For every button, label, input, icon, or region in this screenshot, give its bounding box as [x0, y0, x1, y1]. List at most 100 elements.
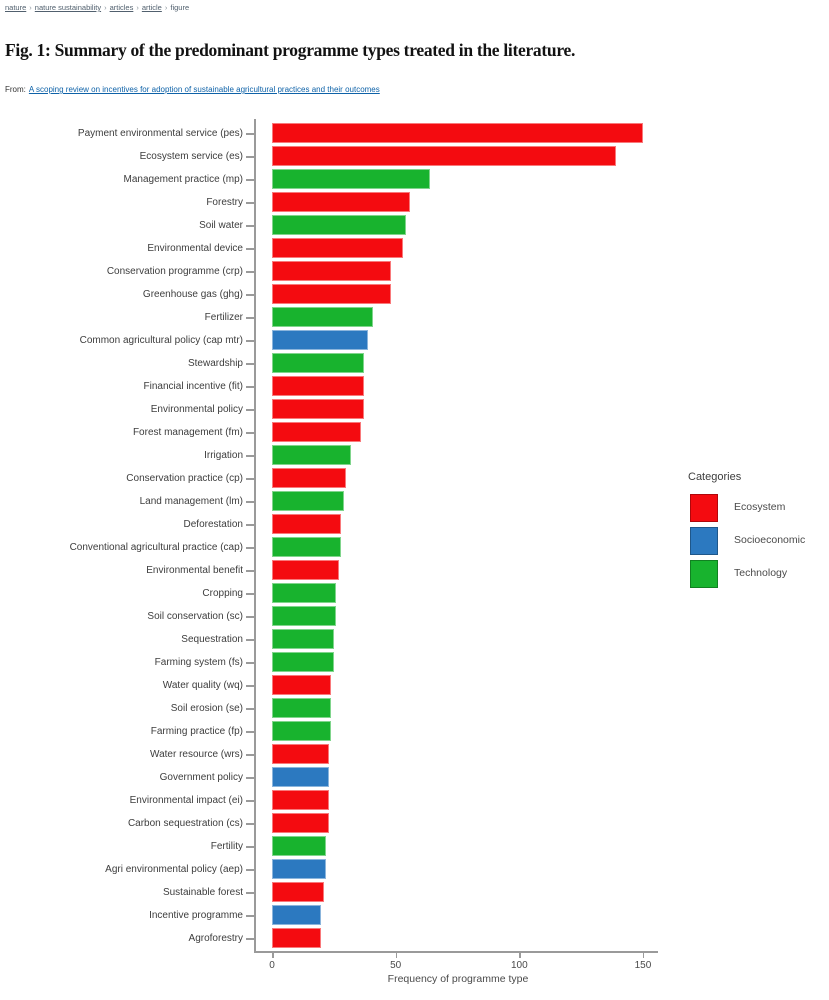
y-axis-label: Water quality (wq)	[162, 679, 243, 691]
bar-ecosystem	[272, 790, 329, 810]
breadcrumb-item-figure: figure	[170, 3, 190, 12]
bar-technology	[272, 537, 342, 557]
y-axis-tick	[246, 501, 254, 503]
bar-ecosystem	[272, 123, 643, 143]
legend-swatch-socioeconomic	[690, 527, 718, 555]
y-axis-label: Water resource (wrs)	[150, 748, 243, 760]
y-axis-tick	[246, 156, 254, 158]
y-axis-tick	[246, 455, 254, 457]
bar-ecosystem	[272, 399, 364, 419]
legend: Categories Ecosystem Socioeconomic Technol…	[688, 471, 823, 591]
y-axis-tick	[246, 892, 254, 894]
y-axis-tick	[246, 869, 254, 871]
legend-label: Ecosystem	[734, 501, 786, 513]
y-axis-label: Sustainable forest	[162, 886, 243, 898]
x-tick-label: 100	[510, 960, 528, 971]
x-tick-label: 50	[390, 960, 402, 971]
bar-ecosystem	[272, 146, 616, 166]
y-axis-label: Common agricultural policy (cap mtr)	[79, 334, 243, 346]
y-axis-label: Sequestration	[181, 633, 243, 645]
y-axis-label: Fertilizer	[204, 311, 243, 323]
y-axis-tick	[246, 133, 254, 135]
x-axis-title: Frequency of programme type	[387, 973, 529, 985]
y-axis-label: Forestry	[206, 196, 243, 208]
breadcrumb-item-nature-sustainability[interactable]: nature sustainability	[34, 3, 102, 12]
y-axis-tick	[246, 248, 254, 250]
y-axis-tick	[246, 731, 254, 733]
bar-ecosystem	[272, 514, 342, 534]
bar-ecosystem	[272, 560, 339, 580]
y-axis-tick	[246, 340, 254, 342]
y-axis-label: Deforestation	[183, 518, 243, 530]
bar-technology	[272, 629, 334, 649]
y-axis-tick	[246, 363, 254, 365]
bar-technology	[272, 583, 337, 603]
y-axis-label: Environmental policy	[150, 403, 243, 415]
y-axis-label: Conservation practice (cp)	[126, 472, 243, 484]
y-axis-tick	[246, 685, 254, 687]
y-axis-tick	[246, 386, 254, 388]
y-axis-tick	[246, 409, 254, 411]
legend-entry-ecosystem: Ecosystem	[688, 492, 823, 525]
y-axis-tick	[246, 225, 254, 227]
bar-technology	[272, 353, 364, 373]
y-axis-label: Soil water	[199, 219, 243, 231]
bar-ecosystem	[272, 675, 332, 695]
breadcrumb: nature › nature sustainability › articles › ar…	[5, 3, 189, 12]
y-axis-tick	[246, 616, 254, 618]
y-axis-tick	[246, 202, 254, 204]
y-axis-label: Irrigation	[204, 449, 243, 461]
x-axis-tick	[519, 952, 521, 958]
y-axis-label: Carbon sequestration (cs)	[127, 817, 243, 829]
y-axis-label: Fertility	[210, 840, 243, 852]
y-axis-tick	[246, 294, 254, 296]
legend-entry-technology: Technology	[688, 558, 823, 591]
breadcrumb-item-articles[interactable]: articles	[109, 3, 134, 12]
legend-swatch-technology	[690, 560, 718, 588]
bar-ecosystem	[272, 376, 364, 396]
y-axis-tick	[246, 524, 254, 526]
y-axis-tick	[246, 179, 254, 181]
y-axis-label: Government policy	[159, 771, 243, 783]
bar-ecosystem	[272, 928, 322, 948]
y-axis-label: Soil erosion (se)	[170, 702, 243, 714]
bar-technology	[272, 491, 344, 511]
legend-title: Categories	[688, 471, 742, 483]
y-axis-tick	[246, 478, 254, 480]
breadcrumb-separator: ›	[29, 3, 32, 12]
bar-technology	[272, 215, 406, 235]
breadcrumb-item-nature[interactable]: nature	[5, 3, 27, 12]
bar-socioeconomic	[272, 905, 322, 925]
bar-ecosystem	[272, 192, 411, 212]
y-axis-label: Soil conservation (sc)	[147, 610, 243, 622]
y-axis-label: Conservation programme (crp)	[106, 265, 243, 277]
y-axis-tick	[246, 915, 254, 917]
y-axis-label: Forest management (fm)	[132, 426, 243, 438]
y-axis-tick	[246, 570, 254, 572]
x-axis-tick	[272, 952, 274, 958]
breadcrumb-separator: ›	[164, 3, 168, 12]
legend-label: Technology	[734, 567, 788, 579]
y-axis-tick	[246, 547, 254, 549]
y-axis-label: Cropping	[202, 587, 243, 599]
bar-technology	[272, 445, 352, 465]
bar-socioeconomic	[272, 330, 369, 350]
bar-socioeconomic	[272, 767, 329, 787]
from-prefix: From:	[5, 85, 26, 94]
legend-label: Socioeconomic	[734, 534, 806, 546]
bar-technology	[272, 169, 431, 189]
y-axis-label: Conventional agricultural practice (cap)	[69, 541, 243, 553]
legend-entry-socioeconomic: Socioeconomic	[688, 525, 823, 558]
article-link[interactable]: A scoping review on incentives for adopt…	[28, 85, 380, 94]
breadcrumb-separator: ›	[104, 3, 107, 12]
bar-technology	[272, 606, 337, 626]
bar-ecosystem	[272, 284, 391, 304]
y-axis-tick	[246, 938, 254, 940]
y-axis-label: Greenhouse gas (ghg)	[142, 288, 243, 300]
breadcrumb-item-article[interactable]: article	[141, 3, 162, 12]
bar-technology	[272, 698, 332, 718]
y-axis-label: Agroforestry	[188, 932, 243, 944]
from-line: From: A scoping review on incentives for …	[5, 85, 380, 94]
legend-swatch-ecosystem	[690, 494, 718, 522]
bar-ecosystem	[272, 882, 324, 902]
